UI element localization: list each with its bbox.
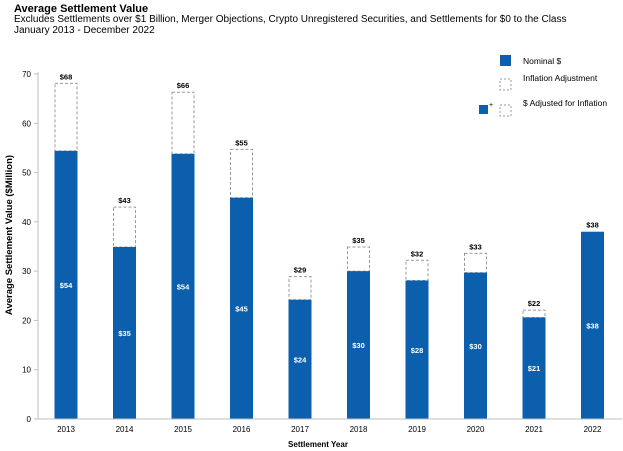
chart-title: Average Settlement Value — [14, 3, 149, 15]
total-value-label: $38 — [586, 221, 599, 230]
legend: Nominal $ Inflation Adjustment + $ Adjus… — [479, 55, 607, 117]
inflation-adjustment-bar — [347, 246, 370, 272]
x-tick-label: 2014 — [116, 425, 134, 434]
inflation-adjustment-bar — [230, 148, 253, 199]
x-tick-label: 2013 — [57, 425, 75, 434]
chart-subtitle: Excludes Settlements over $1 Billion, Me… — [14, 14, 567, 25]
y-tick-label: 30 — [22, 267, 31, 276]
x-tick-label: 2019 — [408, 425, 426, 434]
nominal-bar — [113, 246, 136, 419]
inflation-adjustment-bar — [522, 309, 546, 318]
nominal-value-label: $38 — [586, 321, 599, 330]
nominal-bar — [288, 299, 312, 419]
total-value-label: $68 — [60, 72, 73, 81]
y-axis: 0 10 20 30 40 50 60 70 — [22, 70, 39, 424]
total-value-label: $22 — [528, 299, 541, 308]
bars: $54 $68 $35 $43 $54 $66 $45 $55 $24 $29 $30 $35 $28 $… — [54, 72, 604, 420]
y-tick-label: 10 — [22, 366, 31, 375]
y-tick-label: 40 — [22, 218, 31, 227]
x-tick-label: 2017 — [291, 425, 309, 434]
nominal-value-label: $24 — [294, 355, 307, 364]
legend-swatch-inflation — [499, 78, 512, 91]
legend-label-nominal: Nominal $ — [523, 56, 562, 66]
x-tick-label: 2022 — [584, 425, 602, 434]
legend-label-inflation: Inflation Adjustment — [523, 73, 598, 83]
x-axis: 2013 2014 2015 2016 2017 2018 2019 2020 2021 2022 — [38, 418, 622, 434]
nominal-value-label: $30 — [469, 342, 482, 351]
total-value-label: $43 — [118, 196, 131, 205]
total-value-label: $35 — [352, 236, 365, 245]
y-tick-label: 50 — [22, 169, 31, 178]
total-value-label: $29 — [294, 266, 307, 275]
nominal-bar — [464, 272, 487, 419]
legend-swatch-adjusted-plus: + — [489, 102, 493, 109]
nominal-value-label: $35 — [118, 329, 131, 338]
legend-label-adjusted: $ Adjusted for Inflation — [523, 98, 607, 108]
total-value-label: $32 — [411, 249, 424, 258]
inflation-adjustment-bar — [113, 206, 136, 248]
nominal-value-label: $45 — [235, 304, 248, 313]
x-tick-label: 2016 — [233, 425, 251, 434]
legend-swatch-adjusted-box — [499, 104, 512, 117]
nominal-bar — [405, 280, 429, 419]
nominal-value-label: $54 — [177, 282, 190, 291]
chart-period: January 2013 - December 2022 — [14, 25, 155, 36]
y-axis-title: Average Settlement Value ($Million) — [4, 155, 15, 315]
inflation-adjustment-bar — [171, 91, 195, 155]
x-axis-title: Settlement Year — [288, 440, 348, 449]
nominal-bar — [54, 150, 78, 419]
nominal-value-label: $30 — [352, 341, 365, 350]
total-value-label: $66 — [177, 81, 190, 90]
legend-swatch-adjusted-blue — [479, 105, 488, 114]
y-tick-label: 0 — [27, 415, 32, 424]
total-value-label: $33 — [469, 242, 482, 251]
inflation-adjustment-bar — [54, 82, 78, 152]
nominal-bar — [522, 317, 546, 419]
nominal-value-label: $28 — [411, 346, 424, 355]
legend-swatch-nominal — [500, 55, 511, 66]
y-tick-label: 60 — [22, 119, 31, 128]
x-tick-label: 2021 — [525, 425, 543, 434]
x-tick-label: 2018 — [350, 425, 368, 434]
nominal-bar — [581, 231, 604, 419]
inflation-adjustment-bar — [405, 259, 429, 282]
y-tick-label: 70 — [22, 70, 31, 79]
x-tick-label: 2020 — [467, 425, 485, 434]
inflation-adjustment-bar — [464, 252, 487, 274]
nominal-bar — [230, 197, 253, 419]
inflation-adjustment-bar — [288, 276, 312, 301]
nominal-bar — [171, 153, 195, 420]
y-tick-label: 20 — [22, 316, 31, 325]
nominal-value-label: $21 — [528, 364, 541, 373]
nominal-value-label: $54 — [60, 281, 73, 290]
nominal-bar — [347, 271, 370, 419]
x-tick-label: 2015 — [174, 425, 192, 434]
total-value-label: $55 — [235, 138, 248, 147]
